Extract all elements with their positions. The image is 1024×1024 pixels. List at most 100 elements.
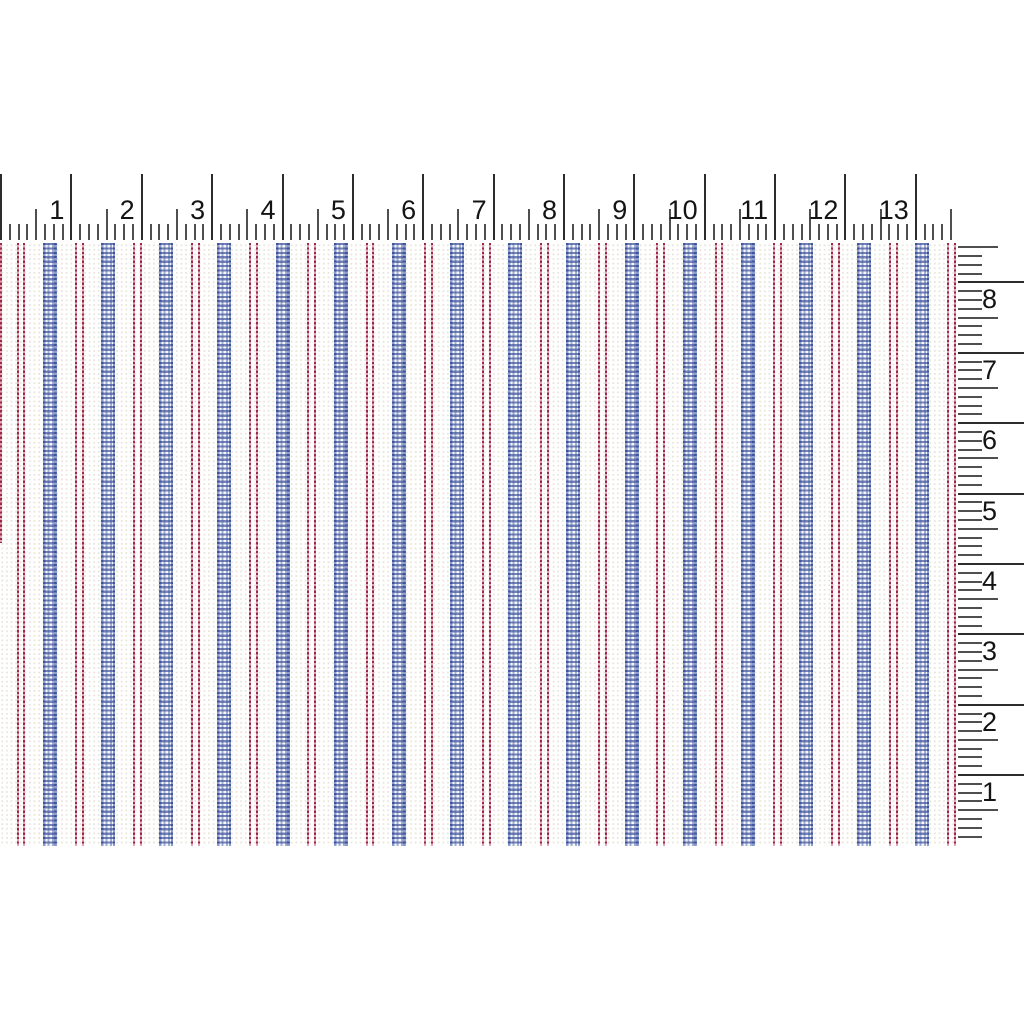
ruler-tick — [791, 224, 794, 240]
ruler-number-9: 9 — [612, 195, 628, 225]
ruler-tick — [958, 272, 982, 275]
ruler-tick — [131, 224, 134, 240]
ruler-tick — [958, 738, 998, 741]
ruler-number-5: 5 — [982, 495, 998, 526]
blue-woven-stripe — [508, 243, 523, 846]
ruler-tick — [44, 224, 46, 240]
ruler-tick — [958, 659, 982, 662]
ruler-tick — [826, 224, 829, 240]
ruler-tick — [475, 224, 477, 240]
ruler-tick — [659, 224, 662, 240]
ruler-tick — [914, 174, 917, 240]
blue-woven-stripe — [624, 243, 639, 846]
ruler-tick — [958, 439, 982, 442]
ruler-tick — [958, 299, 982, 301]
ruler-tick — [88, 224, 90, 240]
ruler-tick — [958, 316, 998, 319]
ruler-tick — [958, 686, 982, 689]
ruler-tick — [395, 224, 398, 240]
ruler-tick — [897, 224, 900, 240]
ruler-tick — [958, 747, 982, 750]
ruler-tick — [958, 343, 982, 345]
ruler-tick — [79, 224, 82, 240]
ruler-tick — [26, 224, 29, 240]
ruler-tick — [624, 224, 627, 240]
ruler-tick — [958, 677, 982, 680]
ruler-tick — [958, 483, 982, 486]
ruler-tick — [958, 765, 982, 768]
ruler-number-8: 8 — [541, 195, 557, 225]
blue-woven-stripe — [857, 243, 872, 846]
ruler-tick — [105, 209, 108, 240]
ruler-number-4: 4 — [260, 195, 276, 225]
ruler-tick — [167, 224, 170, 240]
ruler-tick — [431, 224, 433, 240]
ruler-tick — [571, 224, 574, 240]
ruler-tick — [958, 448, 982, 451]
ruler-tick — [343, 224, 346, 240]
red-pinstripe — [598, 243, 608, 846]
ruler-tick — [958, 668, 998, 671]
ruler-tick — [263, 224, 266, 240]
ruler-tick — [862, 224, 864, 240]
ruler-tick — [958, 246, 998, 249]
ruler-tick — [281, 174, 284, 240]
ruler-tick — [958, 826, 982, 829]
red-pinstripe — [714, 243, 724, 846]
ruler-tick — [958, 615, 982, 618]
ruler-tick — [958, 642, 982, 645]
ruler-tick — [923, 224, 926, 240]
ruler-number-2: 2 — [119, 195, 135, 225]
ruler-tick — [360, 224, 363, 240]
blue-woven-stripe — [566, 243, 581, 846]
ruler-tick — [140, 174, 143, 240]
ruler-tick — [483, 224, 486, 240]
ruler-number-1: 1 — [982, 777, 998, 807]
ruler-tick — [958, 589, 982, 592]
ruler-tick — [782, 224, 785, 240]
red-pinstripe — [947, 243, 956, 846]
ruler-tick — [774, 174, 777, 240]
ruler-tick — [466, 224, 469, 240]
ruler-tick — [387, 209, 389, 240]
ruler-number-4: 4 — [982, 565, 998, 596]
ruler-tick — [677, 224, 680, 240]
ruler-tick — [738, 209, 741, 240]
ruler-tick — [439, 224, 442, 240]
fabric-edge-red-thread — [0, 243, 3, 543]
ruler-tick — [369, 224, 372, 240]
blue-woven-stripe — [799, 243, 813, 846]
red-pinstripe — [307, 243, 317, 846]
blue-woven-stripe — [391, 243, 406, 846]
blue-woven-stripe — [275, 243, 290, 846]
ruler-tick — [958, 404, 982, 407]
ruler-tick — [413, 224, 416, 240]
ruler-tick — [510, 224, 513, 240]
ruler-tick — [351, 174, 354, 240]
fabric-swatch — [0, 243, 956, 846]
ruler-tick — [958, 334, 982, 337]
red-pinstripe — [772, 243, 782, 846]
blue-woven-stripe — [217, 243, 232, 846]
ruler-tick — [219, 224, 222, 240]
ruler-tick — [958, 501, 982, 504]
ruler-tick — [272, 224, 275, 240]
ruler-tick — [958, 378, 982, 381]
ruler-tick — [202, 224, 205, 240]
ruler-tick — [835, 224, 838, 240]
ruler-tick — [844, 174, 847, 240]
ruler-tick — [756, 224, 759, 240]
ruler-tick — [52, 224, 55, 240]
ruler-tick — [958, 818, 982, 820]
ruler-tick — [316, 209, 319, 240]
ruler-tick — [193, 224, 196, 240]
ruler-tick — [457, 209, 460, 240]
blue-woven-stripe — [42, 243, 57, 846]
ruler-tick — [8, 224, 11, 240]
ruler-tick — [730, 224, 733, 240]
red-pinstripe — [481, 243, 491, 846]
ruler-number-10: 10 — [667, 195, 698, 225]
ruler-tick — [958, 281, 1024, 284]
ruler-tick — [958, 475, 982, 477]
red-pinstripe — [16, 243, 26, 846]
